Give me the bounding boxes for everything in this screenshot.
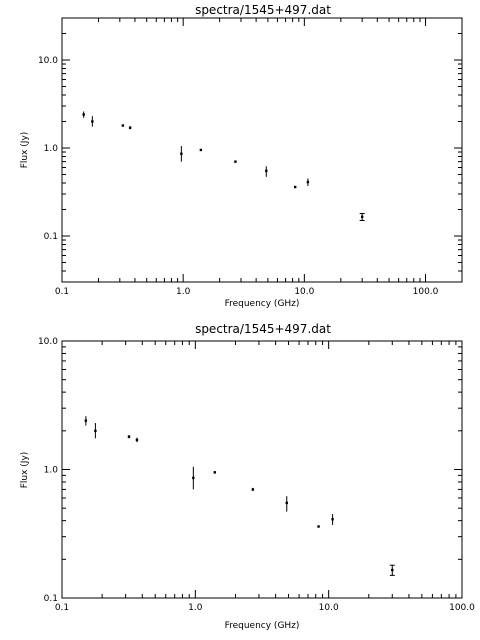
chart-bottom-ticks: 0.1 1.0 10.0 100.0 0.1 1.0 10.0 xyxy=(38,337,475,613)
chart-top-xtick-label: 0.1 xyxy=(55,287,69,297)
chart-top-data-point xyxy=(82,113,85,116)
chart-top-data-point xyxy=(91,120,94,123)
chart-bottom-xtick-label: 10.0 xyxy=(319,603,339,613)
chart-top-ytick-label: 1.0 xyxy=(44,144,59,154)
chart-top-ytick-label: 10.0 xyxy=(38,56,58,66)
chart-bottom-data-point xyxy=(285,501,288,505)
chart-bottom-title: spectra/1545+497.dat xyxy=(195,322,331,336)
chart-bottom-ytick-label: 10.0 xyxy=(38,337,58,347)
chart-top-xlabel: Frequency (GHz) xyxy=(225,299,300,309)
chart-top-data-point xyxy=(265,169,268,173)
chart-top-data-point xyxy=(234,160,237,163)
chart-top-data-point xyxy=(128,126,132,129)
chart-top-frame xyxy=(61,17,463,283)
chart-top-data-point xyxy=(180,152,183,155)
chart-top-data-point xyxy=(293,185,297,189)
chart-bottom-xlabel: Frequency (GHz) xyxy=(225,621,300,631)
chart-bottom-data-point xyxy=(192,476,195,480)
chart-bottom-data-point xyxy=(84,419,88,422)
chart-bottom-ytick-label: 1.0 xyxy=(44,466,59,476)
chart-bottom-ylabel: Flux (Jy) xyxy=(20,452,30,489)
chart-bottom-xtick-label: 100.0 xyxy=(449,603,475,613)
chart-bottom-data-point xyxy=(391,568,394,572)
chart-bottom-xtick-label: 1.0 xyxy=(188,603,203,613)
chart-top-xtick-label: 10.0 xyxy=(294,287,314,297)
chart-top-title: spectra/1545+497.dat xyxy=(195,3,331,17)
chart-top-xtick-label: 100.0 xyxy=(413,287,439,297)
chart-top-marks xyxy=(82,111,365,221)
chart-top: spectra/1545+497.dat Frequency (GHz) Flu… xyxy=(20,3,463,309)
chart-bottom-data-point xyxy=(251,488,255,491)
chart-bottom-data-point xyxy=(331,518,334,521)
chart-bottom-marks xyxy=(84,416,395,576)
chart-bottom-data-point xyxy=(213,471,217,474)
chart-top-xtick-label: 1.0 xyxy=(176,287,191,297)
chart-bottom-frame xyxy=(61,340,463,599)
chart-top-data-point xyxy=(306,180,310,184)
chart-bottom: spectra/1545+497.dat Frequency (GHz) Flu… xyxy=(20,322,475,631)
chart-bottom-data-point xyxy=(94,429,97,433)
chart-bottom-xtick-label: 0.1 xyxy=(55,603,69,613)
chart-bottom-ytick-label: 0.1 xyxy=(44,594,58,604)
chart-top-ytick-label: 0.1 xyxy=(44,232,58,242)
chart-top-data-point xyxy=(121,124,125,127)
chart-top-data-point xyxy=(199,148,203,152)
chart-bottom-data-point xyxy=(135,438,139,442)
chart-bottom-data-point xyxy=(127,435,131,438)
chart-top-ticks: 0.1 1.0 10.0 100.0 0.1 1.0 10.0 xyxy=(38,17,463,297)
chart-bottom-data-point xyxy=(317,525,320,528)
chart-top-data-point xyxy=(360,215,364,219)
chart-top-ylabel: Flux (Jy) xyxy=(20,132,30,169)
